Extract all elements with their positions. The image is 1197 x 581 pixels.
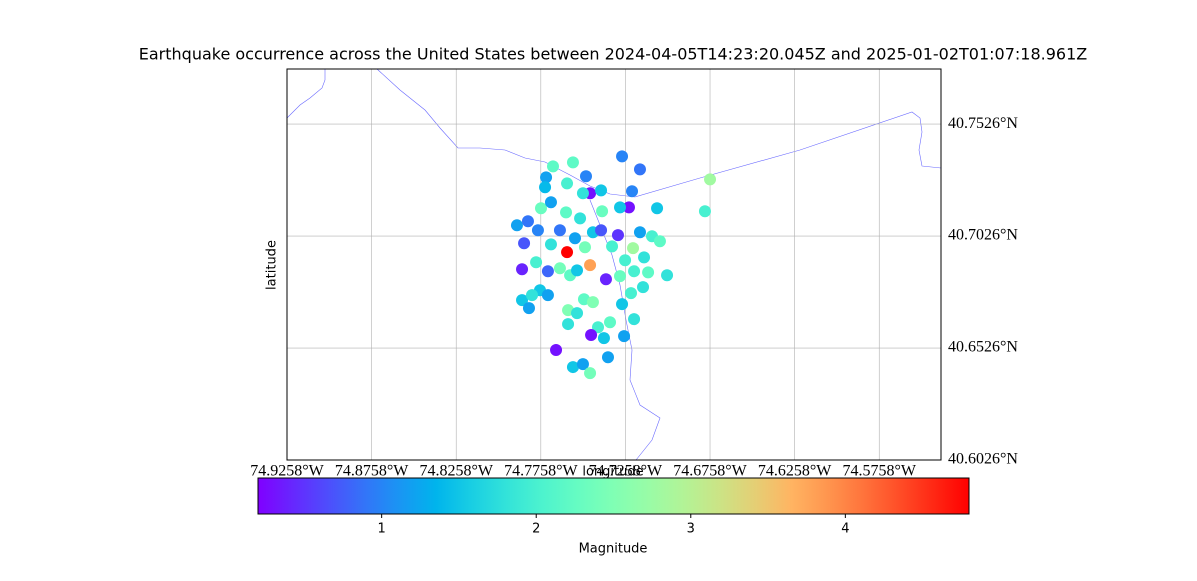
quake-point — [626, 185, 639, 198]
quake-point — [628, 265, 641, 278]
quake-point — [560, 206, 573, 219]
quake-point — [579, 170, 592, 183]
quake-point — [553, 262, 566, 275]
quake-point — [698, 205, 711, 218]
y-tick-label: 40.7526°N — [948, 115, 1018, 132]
quake-point — [568, 232, 581, 245]
quake-point — [586, 296, 599, 309]
quake-point — [616, 298, 629, 311]
quake-point — [704, 173, 717, 186]
quake-point — [651, 202, 664, 215]
quake-point — [578, 241, 591, 254]
quake-point — [661, 269, 674, 282]
quake-point — [516, 294, 529, 307]
y-tick-label: 40.7026°N — [948, 227, 1018, 244]
quake-point — [628, 313, 641, 326]
x-tick-label: 74.5758°W — [842, 463, 916, 480]
quake-point — [540, 171, 553, 184]
quake-point — [653, 235, 666, 248]
quake-point — [622, 201, 635, 214]
quake-point — [516, 263, 529, 276]
colorbar-tick-label: 1 — [378, 522, 386, 537]
quake-point — [596, 205, 609, 218]
quake-point — [553, 224, 566, 237]
plot-frame — [286, 68, 942, 461]
quake-point — [614, 201, 627, 214]
plot-area — [286, 68, 942, 461]
quake-point — [595, 184, 608, 197]
quake-point — [619, 254, 632, 267]
quake-point — [566, 156, 579, 169]
quake-point — [642, 266, 655, 279]
quake-point — [614, 270, 627, 283]
x-tick-label: 74.8758°W — [335, 463, 409, 480]
colorbar-tick-label: 3 — [687, 522, 695, 537]
quake-point — [539, 181, 552, 194]
quake-point — [561, 177, 574, 190]
quake-point — [541, 265, 554, 278]
quake-point — [510, 219, 523, 232]
x-tick-label: 74.9258°W — [250, 463, 324, 480]
colorbar-tick-label: 2 — [532, 522, 540, 537]
quake-point — [561, 246, 574, 259]
quake-point — [616, 150, 629, 163]
y-axis-label: latitude — [265, 240, 280, 290]
quake-point — [625, 287, 638, 300]
x-tick-label: 74.8258°W — [419, 463, 493, 480]
quake-point — [601, 351, 614, 364]
quake-point — [522, 302, 535, 315]
quake-point — [618, 330, 631, 343]
y-tick-label: 40.6526°N — [948, 339, 1018, 356]
quake-point — [544, 238, 557, 251]
quake-point — [592, 321, 605, 334]
x-tick-label: 74.7258°W — [589, 463, 663, 480]
quake-point — [530, 256, 543, 269]
quake-point — [541, 289, 554, 302]
quake-point — [584, 367, 597, 380]
quake-point — [566, 361, 579, 374]
quake-point — [534, 202, 547, 215]
x-axis-label: longitude — [582, 465, 643, 480]
colorbar — [257, 477, 970, 515]
quake-point — [546, 160, 559, 173]
colorbar-tick-label: 4 — [841, 522, 849, 537]
quake-point — [585, 329, 598, 342]
quake-point — [521, 215, 534, 228]
quake-point — [637, 281, 650, 294]
quake-point — [518, 237, 531, 250]
quake-point — [526, 289, 539, 302]
x-tick-label: 74.6258°W — [758, 463, 832, 480]
quake-point — [584, 259, 597, 272]
quake-point — [633, 226, 646, 239]
quake-point — [611, 229, 624, 242]
quake-point — [595, 224, 608, 237]
x-tick-label: 74.7758°W — [504, 463, 578, 480]
chart-title: Earthquake occurrence across the United … — [139, 45, 1088, 64]
quake-point — [550, 344, 563, 357]
quake-point — [597, 332, 610, 345]
quake-point — [604, 316, 617, 329]
quake-point — [576, 187, 589, 200]
quake-point — [574, 212, 587, 225]
quake-point — [576, 358, 589, 371]
colorbar-label: Magnitude — [579, 542, 648, 557]
quake-point — [633, 163, 646, 176]
y-tick-label: 40.6026°N — [948, 451, 1018, 468]
quake-point — [571, 264, 584, 277]
quake-point — [599, 273, 612, 286]
state-border — [376, 68, 942, 198]
state-border — [286, 69, 326, 119]
quake-point — [544, 196, 557, 209]
x-tick-label: 74.6758°W — [673, 463, 747, 480]
quake-point — [638, 251, 651, 264]
quake-point — [571, 307, 584, 320]
quake-point — [562, 318, 575, 331]
quake-point — [531, 224, 544, 237]
quake-point — [627, 242, 640, 255]
quake-point — [606, 240, 619, 253]
